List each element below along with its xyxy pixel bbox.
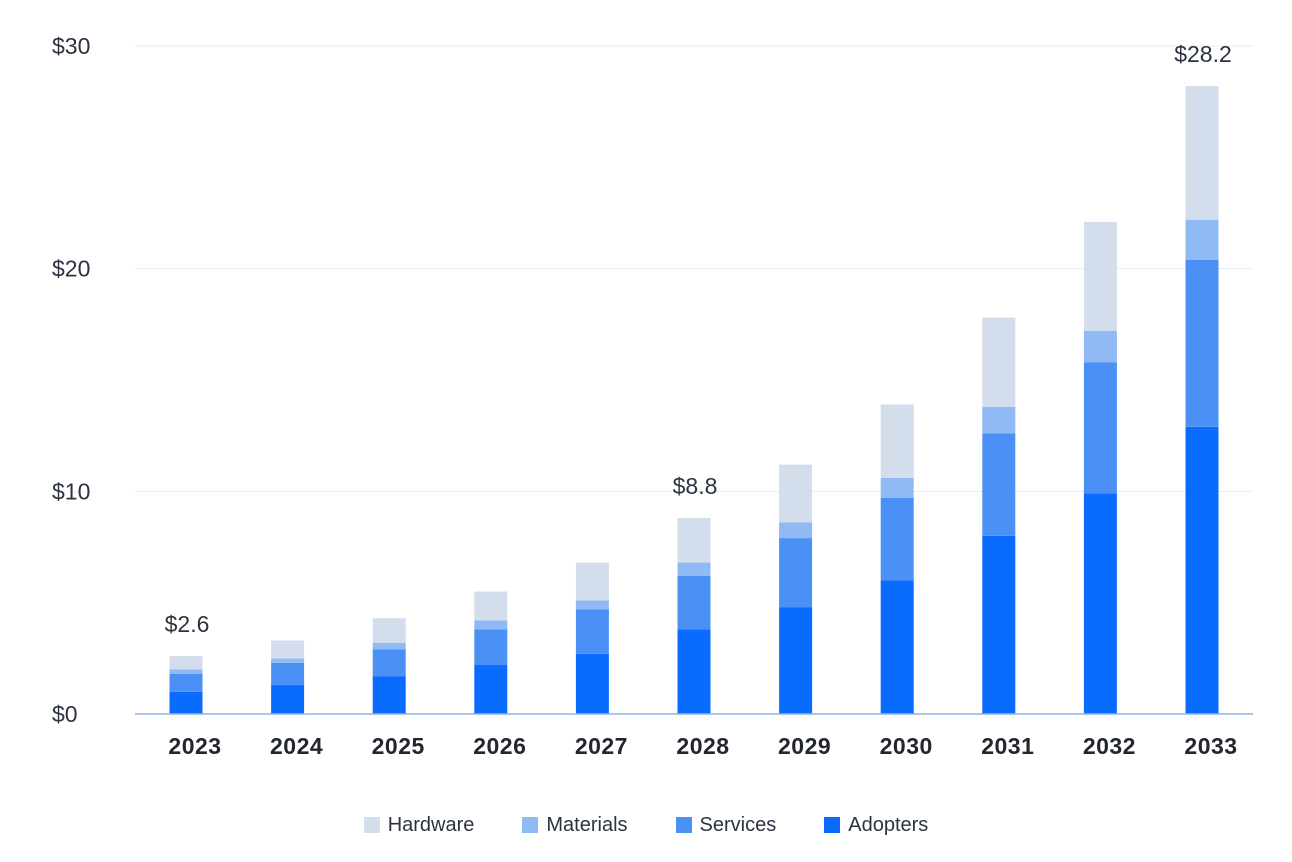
bar-segment-hardware-2023 [169, 656, 203, 670]
legend-label-materials: Materials [546, 813, 628, 836]
x-tick-label-2028: 2028 [676, 733, 729, 759]
bar-segment-services-2028 [677, 575, 711, 630]
bar-segment-services-2027 [575, 609, 609, 654]
bar-segment-services-2032 [1083, 362, 1117, 494]
bar-segment-services-2023 [169, 673, 203, 692]
bar-segment-materials-2028 [677, 562, 711, 576]
legend-label-hardware: Hardware [387, 813, 475, 836]
bar-segment-materials-2025 [372, 642, 406, 650]
legend-item-hardware: Hardware [363, 813, 475, 837]
bar-segment-hardware-2030 [880, 404, 914, 478]
bar-segment-adopters-2030 [880, 580, 914, 714]
bar-segment-hardware-2031 [982, 317, 1016, 407]
bar-segment-hardware-2028 [677, 518, 711, 563]
x-tick-label-2023: 2023 [168, 733, 221, 759]
bar-segment-materials-2033 [1185, 219, 1219, 260]
bar-segment-hardware-2024 [271, 640, 305, 659]
legend-swatch-hardware [363, 817, 380, 833]
x-tick-label-2032: 2032 [1083, 733, 1136, 759]
legend-label-adopters: Adopters [848, 813, 929, 836]
chart-plot-area: $0 $10 $20 $30 2023 2024 2025 2026 2027 2028 2029 2… [52, 33, 1253, 759]
x-tick-label-2031: 2031 [981, 733, 1034, 759]
bar-segment-services-2030 [880, 498, 914, 581]
x-tick-label-2029: 2029 [778, 733, 831, 759]
data-label-2033: $28.2 [1174, 41, 1232, 67]
y-tick-label: $30 [52, 33, 90, 59]
legend-item-services: Services [675, 813, 777, 837]
bar-segment-adopters-2023 [169, 691, 203, 714]
bar-segment-adopters-2028 [677, 629, 711, 714]
bar-segment-adopters-2029 [779, 607, 813, 714]
data-label-2028: $8.8 [673, 473, 718, 499]
bar-segment-adopters-2032 [1083, 493, 1117, 714]
legend-item-adopters: Adopters [824, 814, 928, 837]
y-tick-label: $0 [52, 701, 78, 727]
bar-segment-services-2025 [372, 649, 406, 677]
bar-segment-services-2024 [271, 662, 305, 686]
x-tick-label-2026: 2026 [473, 733, 526, 759]
bar-segment-materials-2031 [982, 406, 1016, 434]
data-label-2023: $2.6 [165, 611, 210, 637]
bar-segment-services-2031 [982, 433, 1016, 536]
bar-segment-hardware-2026 [474, 591, 508, 621]
bar-segment-services-2033 [1185, 259, 1219, 427]
bar-segment-adopters-2031 [982, 535, 1016, 714]
legend-label-services: Services [699, 813, 777, 836]
bar-segment-adopters-2027 [575, 653, 609, 714]
legend-swatch-adopters [824, 817, 841, 833]
bar-segment-hardware-2025 [372, 618, 406, 643]
bar-segment-materials-2030 [880, 477, 914, 499]
bar-segment-materials-2032 [1083, 331, 1117, 363]
x-tick-label-2024: 2024 [270, 733, 323, 759]
legend-swatch-services [675, 817, 692, 833]
bar-segment-hardware-2032 [1083, 221, 1117, 332]
legend-item-materials: Materials [522, 813, 628, 837]
bar-segment-adopters-2025 [372, 676, 406, 714]
bar-segment-materials-2027 [575, 600, 609, 610]
bar-segment-hardware-2029 [779, 464, 813, 523]
bar-segment-materials-2024 [271, 658, 305, 663]
chart-legend: Hardware Materials Services Adopters [0, 810, 1292, 840]
x-tick-label-2027: 2027 [575, 733, 628, 759]
bar-segment-services-2029 [779, 538, 813, 608]
bar-segment-materials-2029 [779, 522, 813, 539]
bar-segment-adopters-2024 [271, 685, 305, 714]
bar-segment-adopters-2026 [474, 665, 508, 714]
bar-segment-hardware-2027 [575, 562, 609, 601]
bar-segment-adopters-2033 [1185, 426, 1219, 714]
bar-segment-materials-2023 [169, 669, 203, 674]
x-tick-label-2033: 2033 [1184, 733, 1237, 759]
y-tick-label: $20 [52, 256, 90, 282]
x-tick-label-2025: 2025 [372, 733, 425, 759]
x-tick-label-2030: 2030 [880, 733, 933, 759]
legend-swatch-materials [522, 817, 539, 833]
bar-segment-services-2026 [474, 629, 508, 666]
bar-segment-materials-2026 [474, 620, 508, 630]
y-tick-label: $10 [52, 478, 90, 504]
bar-segment-hardware-2033 [1185, 86, 1219, 220]
